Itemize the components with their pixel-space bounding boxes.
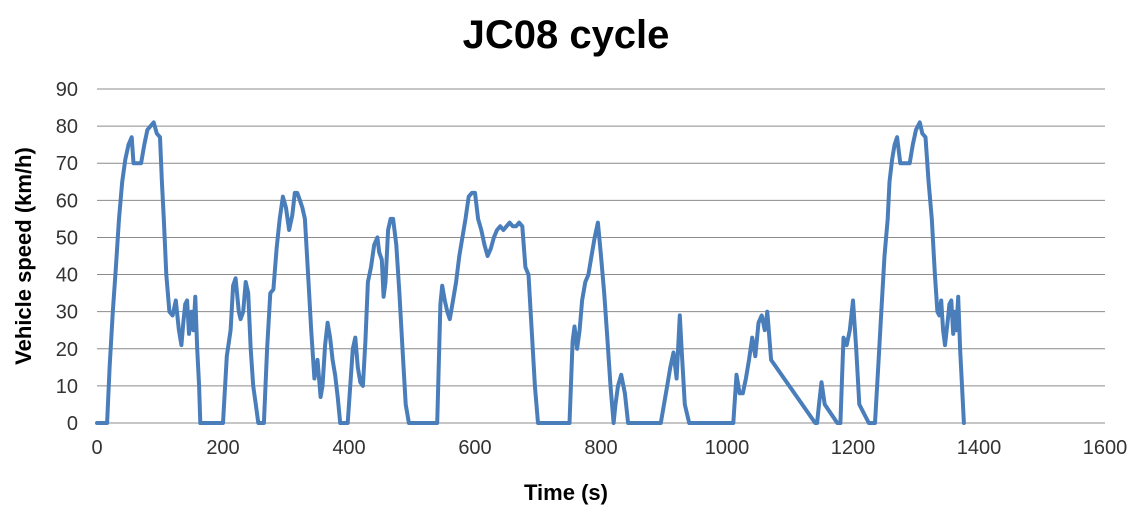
y-tick-label: 80	[56, 116, 78, 138]
x-axis-label: Time (s)	[524, 480, 608, 505]
y-tick-label: 0	[67, 413, 78, 435]
y-tick-label: 50	[56, 227, 78, 249]
x-tick-label: 0	[91, 437, 102, 459]
series-group	[95, 120, 966, 425]
chart-title: JC08 cycle	[463, 13, 670, 57]
x-tick-labels: 0 200 400 600 800 1000 1200 1400 1600	[91, 437, 1127, 459]
y-tick-label: 40	[56, 265, 78, 287]
x-tick-label: 1000	[705, 437, 750, 459]
series-line	[95, 120, 966, 425]
x-tick-label: 200	[206, 437, 239, 459]
x-tick-label: 1600	[1083, 437, 1128, 459]
y-tick-labels: 0 10 20 30 40 50 60 70 80 90	[56, 79, 78, 435]
y-axis-label: Vehicle speed (km/h)	[11, 147, 36, 365]
x-tick-label: 800	[584, 437, 617, 459]
y-tick-label: 70	[56, 153, 78, 175]
y-tick-label: 30	[56, 302, 78, 324]
y-tick-label: 10	[56, 376, 78, 398]
y-tick-label: 90	[56, 79, 78, 101]
x-tick-label: 1200	[831, 437, 876, 459]
x-tick-label: 1400	[957, 437, 1002, 459]
y-tick-label: 20	[56, 339, 78, 361]
y-tick-label: 60	[56, 190, 78, 212]
x-tick-label: 400	[332, 437, 365, 459]
x-tick-label: 600	[458, 437, 491, 459]
